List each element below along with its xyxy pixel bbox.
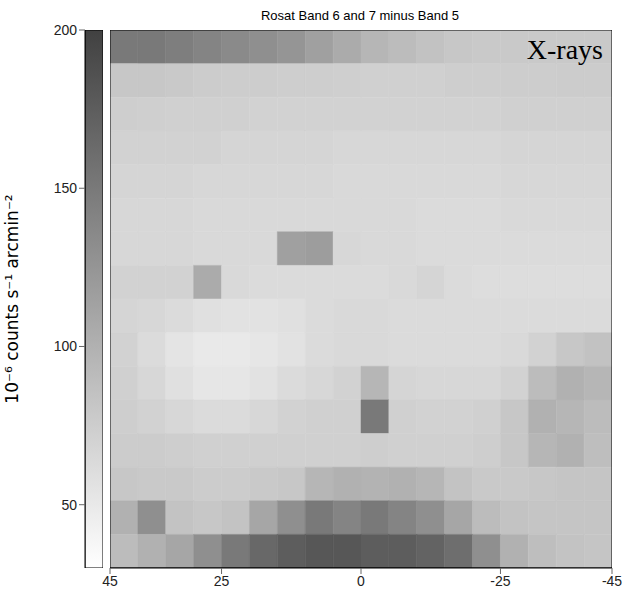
- svg-text:-45: -45: [602, 573, 622, 589]
- svg-text:-25: -25: [490, 573, 510, 589]
- svg-text:45: 45: [102, 573, 118, 589]
- svg-text:150: 150: [54, 180, 78, 196]
- svg-text:100: 100: [54, 338, 78, 354]
- html-text:Rosat Band 6 and 7 minus Band: Rosat Band 6 and 7 minus Band 5: [261, 8, 459, 23]
- svg-text:10⁻⁶ counts s⁻¹ arcmin⁻²: 10⁻⁶ counts s⁻¹ arcmin⁻²: [2, 194, 22, 403]
- svg-text:50: 50: [61, 497, 77, 513]
- html-text:X-rays: X-rays: [526, 34, 603, 65]
- svg-text:25: 25: [214, 573, 230, 589]
- svg-text:200: 200: [54, 22, 78, 38]
- svg-text:0: 0: [357, 573, 365, 589]
